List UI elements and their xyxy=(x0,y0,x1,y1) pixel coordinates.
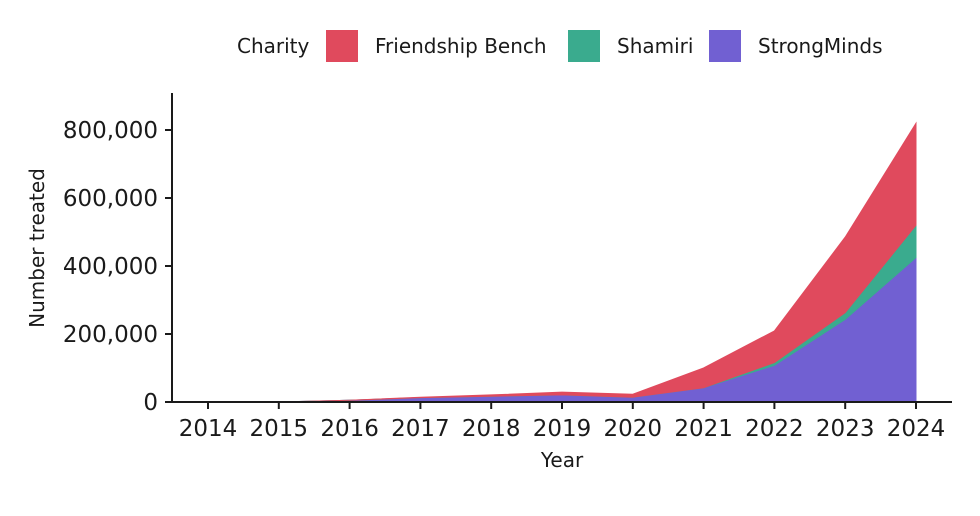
x-tick-label: 2014 xyxy=(179,416,238,442)
x-tick-label: 2019 xyxy=(533,416,592,442)
legend-swatch-strongminds xyxy=(709,30,741,62)
x-tick-label: 2022 xyxy=(745,416,804,442)
x-tick-label: 2024 xyxy=(887,416,946,442)
area-friendship-bench xyxy=(208,121,917,403)
x-tick-label: 2015 xyxy=(250,416,309,442)
y-tick-label: 400,000 xyxy=(63,254,158,280)
legend-swatch-shamiri xyxy=(568,30,600,62)
x-ticks: 2014 2015 2016 2017 2018 2019 2020 2021 2022 2023… xyxy=(179,402,946,442)
y-axis-title: Number treated xyxy=(25,168,49,328)
legend-label-friendship-bench: Friendship Bench xyxy=(375,34,547,58)
legend-label-shamiri: Shamiri xyxy=(617,34,693,58)
x-tick-label: 2021 xyxy=(674,416,733,442)
x-tick-label: 2020 xyxy=(604,416,663,442)
y-tick-label: 200,000 xyxy=(63,322,158,348)
y-tick-label: 0 xyxy=(143,390,158,416)
x-tick-label: 2023 xyxy=(816,416,875,442)
legend-label-strongminds: StrongMinds xyxy=(758,34,883,58)
x-tick-label: 2018 xyxy=(462,416,521,442)
y-tick-label: 600,000 xyxy=(63,186,158,212)
y-tick-label: 800,000 xyxy=(63,118,158,144)
legend: Charity Friendship Bench Shamiri StrongMin… xyxy=(237,30,883,62)
x-tick-label: 2017 xyxy=(391,416,450,442)
x-axis-title: Year xyxy=(540,448,584,472)
y-ticks: 0 200,000 400,000 600,000 800,000 xyxy=(63,118,172,416)
legend-title: Charity xyxy=(237,34,310,58)
area-layers xyxy=(208,121,917,403)
x-tick-label: 2016 xyxy=(320,416,379,442)
legend-swatch-friendship-bench xyxy=(326,30,358,62)
